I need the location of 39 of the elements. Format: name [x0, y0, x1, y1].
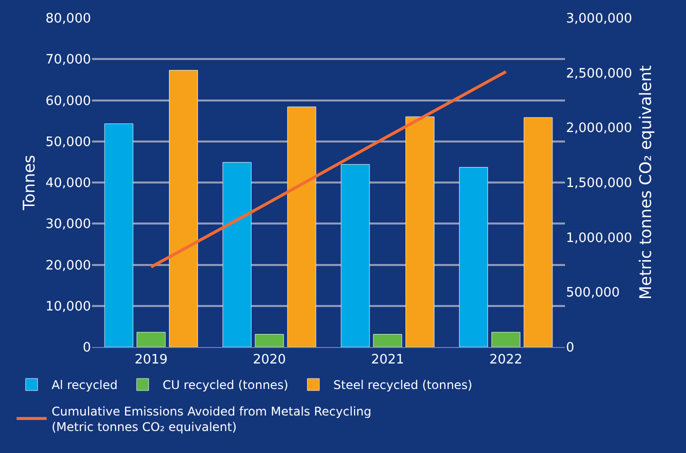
line-series: [150, 70, 508, 268]
x-tick-label: 2022: [489, 352, 522, 368]
y2-axis-title: Metric tonnes CO₂ equivalent: [636, 65, 655, 300]
y2-tick-label: 500,000: [566, 286, 620, 301]
bar: [104, 123, 134, 347]
y2-tick-label: 3,000,000: [566, 12, 632, 27]
y2-tick-label: 2,000,000: [566, 121, 632, 136]
y-tick-label: 70,000: [46, 52, 91, 68]
x-tick-label: 2019: [134, 352, 168, 368]
y2-tick-label: 2,500,000: [566, 66, 632, 82]
legend-label: CU recycled (tonnes): [162, 378, 288, 392]
x-tick-label: 2020: [252, 352, 286, 368]
legend-label: Al recycled: [52, 378, 118, 392]
y2-tick-label: 1,000,000: [566, 230, 632, 246]
y-tick-label: 20,000: [46, 258, 91, 274]
bar: [373, 334, 402, 347]
y2-tick-label: 0: [566, 340, 574, 356]
bar: [168, 70, 198, 347]
y-tick-label: 50,000: [46, 134, 91, 150]
bar: [491, 332, 520, 347]
y-tick-label: 40,000: [46, 176, 91, 192]
bar: [405, 116, 434, 347]
bar: [136, 332, 166, 347]
y-tick-label: 80,000: [46, 12, 91, 27]
y2-tick-label: 1,500,000: [566, 176, 632, 192]
bar: [254, 334, 284, 347]
legend-label: Cumulative Emissions Avoided from Metals Recycling (Metric tonnes CO₂ equivalent): [52, 404, 372, 434]
y-tick-label: 0: [82, 340, 91, 356]
y-axis-title: Tonnes: [19, 154, 38, 212]
y-tick-label: 30,000: [46, 217, 91, 232]
legend-label: Steel recycled (tonnes): [333, 378, 472, 392]
y-tick-label: 60,000: [46, 94, 91, 109]
bar: [459, 167, 488, 347]
bar: [340, 164, 370, 347]
x-tick-label: 2021: [371, 352, 404, 368]
bar: [524, 117, 553, 347]
bar: [222, 162, 252, 347]
y-tick-label: 10,000: [46, 299, 91, 314]
bar: [287, 106, 316, 347]
